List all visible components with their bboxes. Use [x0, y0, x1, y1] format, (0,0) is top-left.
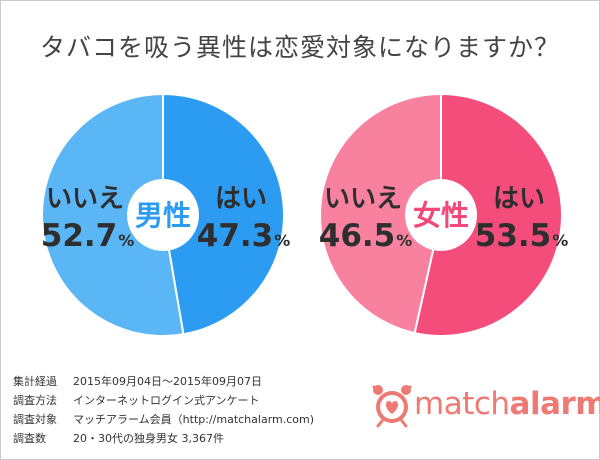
logo-word-prefix: match	[414, 386, 510, 422]
note-value: マッチアラーム会員（http://matchalarm.com)	[73, 413, 315, 426]
note-value: 20・30代の独身男女 3,367件	[73, 432, 224, 445]
slice-label: はい	[493, 184, 545, 214]
note-key: 調査数	[13, 432, 46, 445]
logo-wordmark: matchalarm	[414, 386, 600, 422]
pie-slice	[413, 92, 563, 337]
slice-label: いいえ	[324, 184, 402, 214]
pie-slice	[162, 92, 285, 336]
slice-unit: %	[274, 231, 290, 250]
slice-value: 52.7	[41, 218, 118, 254]
note-key: 調査対象	[13, 413, 57, 426]
slice-unit: %	[118, 231, 134, 250]
note-value: 2015年09月04日〜2015年09月07日	[73, 375, 262, 388]
slice-value: 47.3	[197, 218, 274, 254]
matchalarm-logo: matchalarm	[370, 380, 600, 436]
pie-slice	[319, 92, 442, 335]
slice-unit: %	[552, 231, 568, 250]
pie-slice	[41, 92, 185, 337]
slice-label: いいえ	[46, 184, 124, 214]
survey-notes: 集計経過 2015年09月04日〜2015年09月07日 調査方法 インターネッ…	[13, 372, 314, 448]
slice-value: 53.5	[475, 218, 552, 254]
pie-center-label: 女性	[413, 199, 469, 232]
logo-word-suffix: alarm	[509, 386, 600, 422]
pie-center-circle	[405, 179, 477, 251]
slice-value: 46.5	[319, 218, 396, 254]
slice-unit: %	[396, 231, 412, 250]
alarm-clock-heart-icon	[372, 385, 412, 428]
note-row: 調査方法 インターネットログイン式アンケート	[13, 391, 314, 410]
note-row: 調査数 20・30代の独身男女 3,367件	[13, 429, 314, 448]
pie-center-circle	[127, 179, 199, 251]
pie-center-label: 男性	[135, 199, 191, 232]
slice-label: はい	[215, 184, 267, 214]
note-key: 調査方法	[13, 394, 57, 407]
note-row: 集計経過 2015年09月04日〜2015年09月07日	[13, 372, 314, 391]
note-value: インターネットログイン式アンケート	[73, 394, 260, 407]
chart-title: タバコを吸う異性は恋愛対象になりますか？	[39, 33, 560, 62]
note-row: 調査対象 マッチアラーム会員（http://matchalarm.com)	[13, 410, 314, 429]
note-key: 集計経過	[13, 375, 57, 388]
